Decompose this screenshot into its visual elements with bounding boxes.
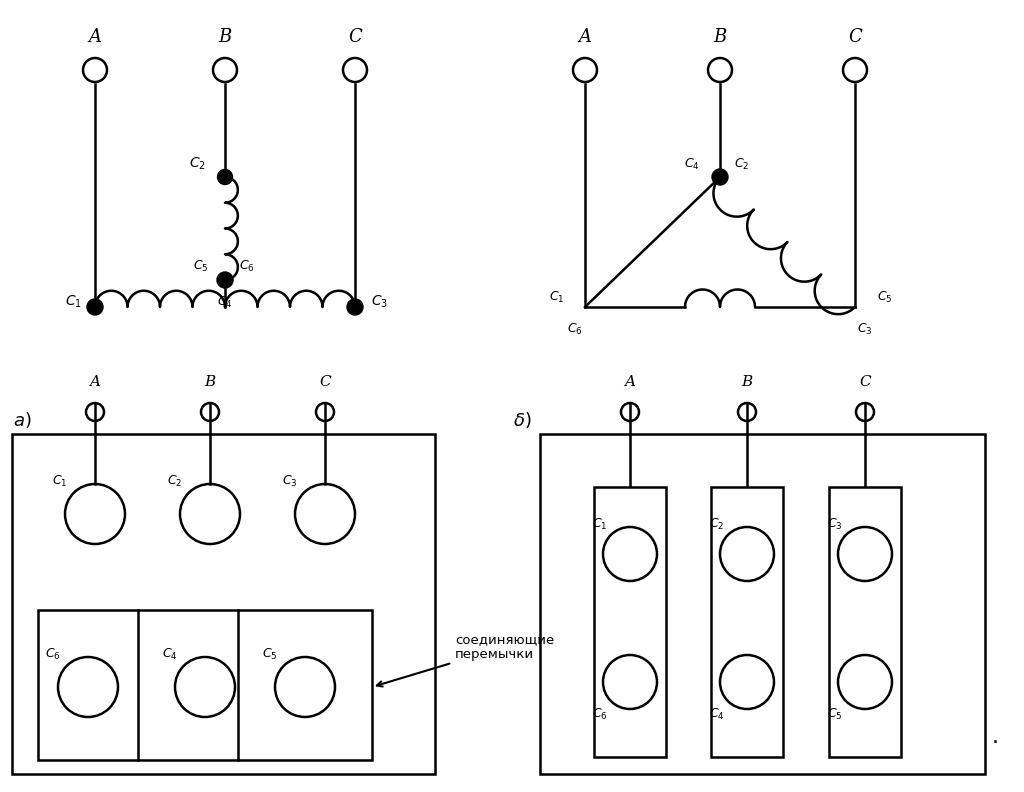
Text: $C_3$: $C_3$ xyxy=(372,294,388,310)
Text: $C_4$: $C_4$ xyxy=(217,295,232,310)
Text: $C_1$: $C_1$ xyxy=(592,516,607,531)
Text: соединяющие
перемычки: соединяющие перемычки xyxy=(377,633,554,687)
Text: B: B xyxy=(218,28,231,46)
Text: C: C xyxy=(859,375,870,389)
Text: .: . xyxy=(991,727,998,747)
Text: $C_1$: $C_1$ xyxy=(52,474,68,489)
Text: B: B xyxy=(205,375,216,389)
Text: A: A xyxy=(88,28,101,46)
Bar xyxy=(38,610,372,760)
Circle shape xyxy=(347,299,362,315)
Text: $C_2$: $C_2$ xyxy=(188,156,206,172)
Text: A: A xyxy=(579,28,592,46)
Text: $C_6$: $C_6$ xyxy=(45,646,60,661)
Circle shape xyxy=(712,169,728,185)
Bar xyxy=(540,434,985,774)
Text: B: B xyxy=(741,375,753,389)
Text: $C_6$: $C_6$ xyxy=(592,706,608,722)
Bar xyxy=(711,487,783,757)
Bar xyxy=(12,434,435,774)
Text: $C_4$: $C_4$ xyxy=(162,646,178,661)
Text: B: B xyxy=(714,28,727,46)
Bar xyxy=(594,487,666,757)
Text: $C_6$: $C_6$ xyxy=(567,322,583,337)
Text: $C_1$: $C_1$ xyxy=(549,289,564,305)
Text: $C_3$: $C_3$ xyxy=(827,516,843,531)
Text: $C_4$: $C_4$ xyxy=(684,157,699,172)
Text: C: C xyxy=(848,28,862,46)
Text: $C_2$: $C_2$ xyxy=(167,474,182,489)
Bar xyxy=(829,487,901,757)
Text: $C_3$: $C_3$ xyxy=(857,322,872,337)
Text: $C_1$: $C_1$ xyxy=(65,294,82,310)
Text: $C_3$: $C_3$ xyxy=(283,474,298,489)
Text: $C_6$: $C_6$ xyxy=(240,258,255,273)
Circle shape xyxy=(217,272,233,288)
Text: $C_5$: $C_5$ xyxy=(827,706,843,722)
Text: A: A xyxy=(89,375,100,389)
Text: $C_5$: $C_5$ xyxy=(878,289,893,305)
Text: $C_2$: $C_2$ xyxy=(710,516,725,531)
Text: $C_5$: $C_5$ xyxy=(262,646,278,661)
Text: C: C xyxy=(319,375,331,389)
Text: C: C xyxy=(348,28,361,46)
Circle shape xyxy=(87,299,103,315)
Text: $C_2$: $C_2$ xyxy=(734,157,750,172)
Text: $C_4$: $C_4$ xyxy=(710,706,725,722)
Circle shape xyxy=(217,169,232,185)
Text: $C_5$: $C_5$ xyxy=(194,258,209,273)
Text: $a)$: $a)$ xyxy=(12,410,32,430)
Text: A: A xyxy=(625,375,636,389)
Text: $\delta)$: $\delta)$ xyxy=(513,410,531,430)
